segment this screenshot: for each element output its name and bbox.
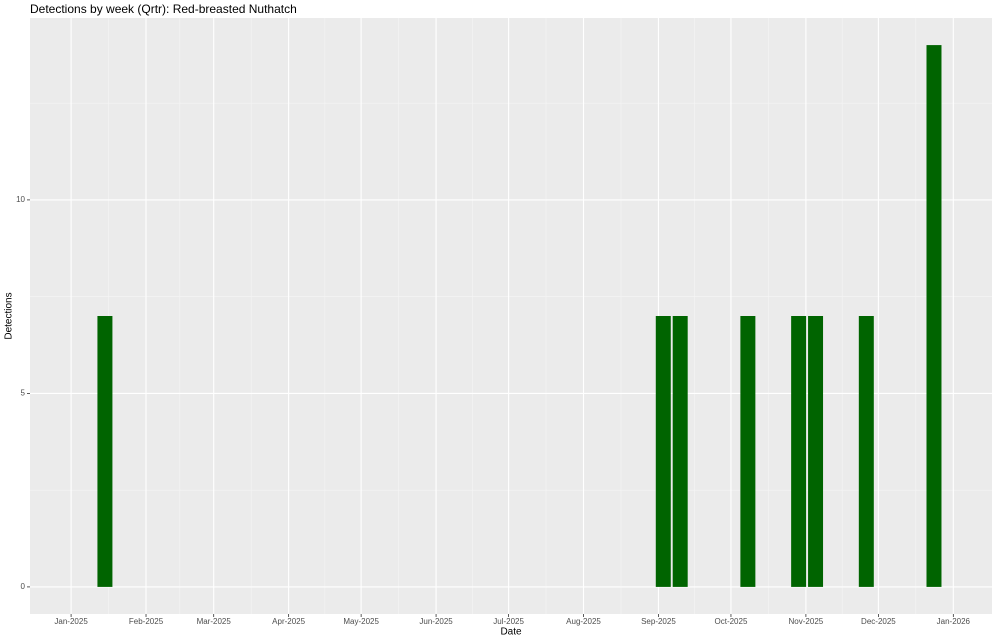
x-tick-label: Oct-2025 <box>715 617 748 626</box>
panel <box>30 18 992 614</box>
x-tick-label: Nov-2025 <box>789 617 824 626</box>
bar <box>655 316 671 587</box>
y-tick-label: 0 <box>21 582 26 591</box>
x-tick-label: Mar-2025 <box>197 617 232 626</box>
x-axis-label: Date <box>500 627 522 638</box>
x-tick-label: Jan-2026 <box>937 617 971 626</box>
x-tick-label: Jul-2025 <box>493 617 524 626</box>
x-tick-label: Sep-2025 <box>641 617 676 626</box>
bar <box>926 45 942 587</box>
x-tick-label: Apr-2025 <box>272 617 305 626</box>
x-tick-label: May-2025 <box>343 617 379 626</box>
bar <box>808 316 824 587</box>
x-tick-label: Jun-2025 <box>419 617 453 626</box>
chart-title: Detections by week (Qrtr): Red-breasted … <box>30 2 297 16</box>
bar <box>858 316 874 587</box>
bar <box>97 316 113 587</box>
y-tick-label: 10 <box>16 195 25 204</box>
bar <box>740 316 756 587</box>
bar <box>791 316 807 587</box>
x-tick-label: Dec-2025 <box>861 617 896 626</box>
x-tick-label: Aug-2025 <box>566 617 601 626</box>
y-tick-label: 5 <box>21 389 26 398</box>
bar <box>672 316 688 587</box>
x-tick-label: Jan-2025 <box>54 617 88 626</box>
y-axis-label: Detections <box>4 292 15 339</box>
x-tick-label: Feb-2025 <box>129 617 164 626</box>
